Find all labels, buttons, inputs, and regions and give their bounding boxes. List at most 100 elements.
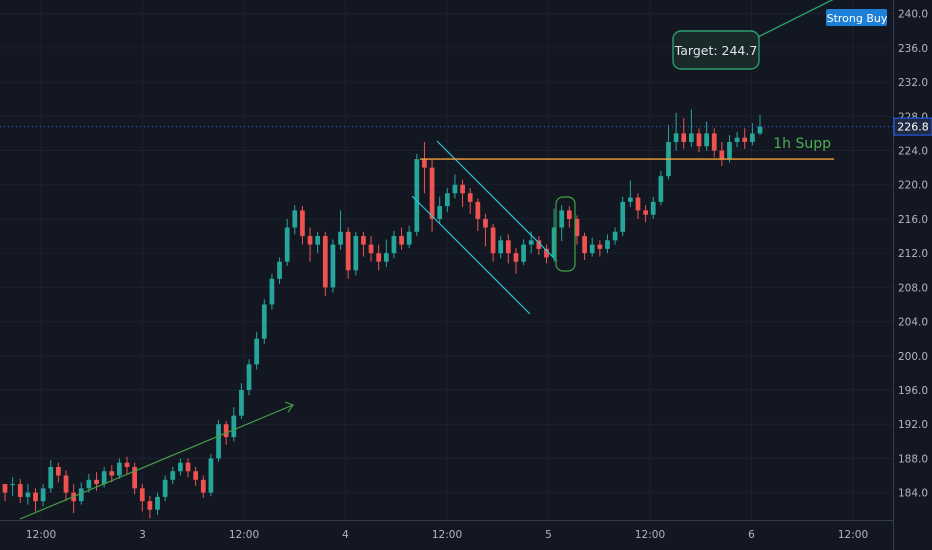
candle — [48, 460, 54, 493]
candle-body — [513, 253, 519, 262]
candle-body — [681, 133, 687, 142]
current-price-tag: 226.8 — [893, 117, 932, 136]
candle — [444, 188, 450, 213]
candle — [505, 234, 511, 264]
wedge-lower-line[interactable] — [411, 195, 531, 315]
candle-body — [254, 338, 260, 365]
target-line[interactable] — [757, 0, 842, 38]
candle — [635, 193, 641, 219]
candle — [200, 475, 206, 498]
candle — [117, 458, 122, 479]
target-callout[interactable]: Target: 244.7 — [672, 30, 760, 70]
candle — [734, 131, 740, 148]
candle — [544, 244, 549, 264]
candle — [742, 128, 748, 149]
candle-body — [345, 231, 351, 271]
candle-body — [528, 240, 534, 245]
x-tick-label: 6 — [748, 529, 755, 541]
candle-body — [284, 227, 290, 262]
y-axis[interactable]: 240.0236.0232.0228.0224.0220.0216.0212.0… — [898, 9, 928, 500]
candle-body — [742, 137, 748, 142]
candle — [208, 454, 214, 497]
x-tick-label: 12:00 — [229, 529, 259, 541]
candle — [422, 141, 427, 194]
candle — [475, 198, 481, 231]
candle — [170, 466, 176, 485]
candle-body — [475, 201, 481, 219]
wedge-upper-line[interactable] — [436, 140, 558, 262]
candle-body — [750, 133, 755, 142]
candle-body — [216, 424, 221, 459]
candle-body — [109, 471, 115, 476]
candle — [650, 196, 656, 219]
candle — [483, 213, 488, 247]
candle — [406, 225, 412, 249]
candle — [391, 230, 397, 259]
candle-body — [711, 133, 717, 151]
y-tick-label: 200.0 — [898, 351, 928, 363]
trend-arrow-head — [284, 401, 294, 413]
candle — [63, 470, 69, 502]
candle-body — [162, 479, 168, 497]
candle — [414, 153, 420, 237]
candle-body — [40, 488, 46, 502]
candle — [605, 234, 610, 254]
candle-body — [452, 184, 458, 194]
x-tick-label: 3 — [139, 529, 146, 541]
candle-body — [589, 244, 595, 254]
candle-body — [322, 236, 328, 288]
candle-body — [185, 462, 191, 472]
price-tag-bg — [893, 117, 932, 136]
candle — [292, 205, 298, 235]
candle-body — [734, 137, 740, 142]
candle — [589, 237, 595, 257]
candle — [2, 484, 8, 502]
candle — [727, 135, 732, 163]
candle-body — [559, 210, 565, 228]
candle — [33, 488, 38, 512]
candle-body — [78, 488, 84, 502]
candle-body — [139, 488, 145, 502]
candle-body — [597, 244, 603, 249]
candle-body — [620, 201, 626, 232]
x-axis[interactable]: 12:00 3 12:00 4 12:00 5 12:00 6 12:00 — [26, 529, 868, 541]
candle-body — [56, 466, 61, 476]
candle-body — [727, 141, 732, 160]
candle-body — [132, 466, 138, 489]
candle-body — [63, 475, 69, 493]
x-tick-label: 12:00 — [838, 529, 868, 541]
candle — [574, 215, 580, 245]
y-tick-label: 216.0 — [898, 214, 928, 226]
candle — [315, 231, 321, 254]
candle — [269, 273, 275, 310]
candle-body — [193, 471, 199, 480]
price-tag-label: 226.8 — [897, 121, 929, 134]
candle-body — [277, 261, 282, 279]
candle — [193, 466, 199, 486]
trend-arrow-line[interactable] — [19, 404, 294, 520]
strong-buy-badge[interactable]: Strong Buy — [826, 9, 888, 26]
y-tick-label: 184.0 — [898, 488, 928, 500]
candle-body — [582, 236, 587, 254]
strong-buy-bg — [826, 9, 887, 26]
candle — [178, 458, 183, 476]
candle — [40, 484, 46, 507]
candle-body — [757, 126, 763, 134]
candle — [513, 248, 519, 274]
y-tick-label: 224.0 — [898, 146, 928, 158]
candle-body — [391, 236, 397, 254]
candle — [368, 236, 374, 262]
candle — [124, 456, 130, 474]
y-tick-label: 208.0 — [898, 282, 928, 294]
candle-body — [353, 236, 359, 271]
candle — [345, 227, 351, 279]
support-label: 1h Supp — [773, 136, 831, 152]
candle-body — [155, 496, 160, 510]
candle — [185, 458, 191, 478]
candle — [399, 227, 404, 250]
candle — [10, 477, 15, 497]
candle-body — [719, 150, 725, 160]
breakout-highlight[interactable] — [555, 196, 576, 272]
candle — [467, 188, 473, 214]
